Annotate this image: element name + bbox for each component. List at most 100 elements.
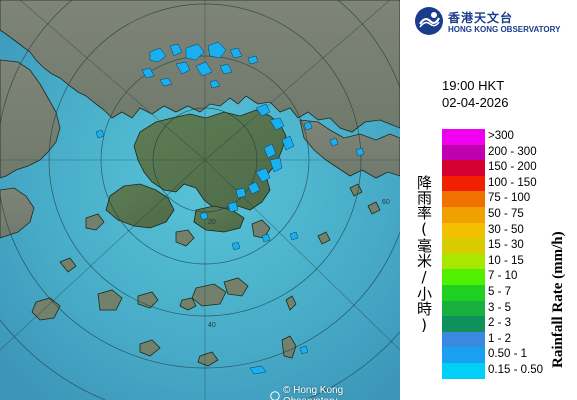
logo-chinese: 香港天文台 <box>448 11 514 25</box>
legend-row: 200 - 300 <box>442 144 562 161</box>
rain-echo <box>255 167 271 183</box>
rain-echo <box>249 365 267 375</box>
island <box>223 277 249 297</box>
rain-echo <box>231 241 241 251</box>
rain-echo <box>227 201 239 213</box>
copyright-icon <box>270 391 280 400</box>
legend-label: 15 - 30 <box>488 239 524 252</box>
rain-echo <box>255 103 271 117</box>
rain-echoes <box>95 41 365 375</box>
legend-label: 3 - 5 <box>488 301 512 314</box>
copyright-text: © Hong Kong Observatory <box>282 385 344 400</box>
rain-echo <box>219 63 233 75</box>
legend-row: 15 - 30 <box>442 238 562 255</box>
rain-echo <box>261 233 271 243</box>
island <box>317 231 331 245</box>
legend-row: 3 - 5 <box>442 300 562 317</box>
rain-echo <box>281 135 295 151</box>
island <box>197 351 219 367</box>
rain-echo <box>303 121 313 131</box>
legend-row: 0.50 - 1 <box>442 347 562 364</box>
legend-swatch <box>442 129 485 145</box>
legend-label: 0.50 - 1 <box>488 348 527 361</box>
legend-swatch <box>442 300 485 317</box>
lantau-island <box>105 183 175 229</box>
legend-label: 5 - 7 <box>488 286 512 298</box>
island <box>31 297 61 321</box>
legend-swatch <box>442 144 485 161</box>
date-label: 02-04-2026 <box>442 95 509 110</box>
legend-label: 200 - 300 <box>488 145 537 158</box>
legend-row: 1 - 2 <box>442 331 562 348</box>
island <box>137 291 159 309</box>
legend-label: 150 - 200 <box>488 161 537 174</box>
islands <box>31 183 381 367</box>
rain-echo <box>195 61 213 77</box>
legend-row: 0.15 - 0.50 <box>442 363 562 379</box>
legend-label: 10 - 15 <box>488 254 524 267</box>
island <box>179 297 197 311</box>
rain-echo <box>169 43 183 57</box>
hko-logo[interactable]: 香港天文台 HONG KONG OBSERVATORY <box>414 6 574 36</box>
legend-title-chinese: 降雨率(毫米/小時) <box>415 175 433 334</box>
legend-swatch <box>442 363 485 379</box>
legend-row: 10 - 15 <box>442 253 562 270</box>
ne-coast <box>299 119 400 179</box>
legend-row: 30 - 50 <box>442 222 562 239</box>
rain-echo <box>247 181 261 195</box>
legend-swatch <box>442 269 485 286</box>
legend-row: 7 - 10 <box>442 269 562 286</box>
rain-echo <box>289 231 299 241</box>
rain-echo <box>159 77 173 87</box>
rain-echo <box>149 47 167 63</box>
range-ring-labels: 20 40 60 <box>208 199 390 329</box>
island <box>97 289 123 311</box>
rain-echo <box>199 211 209 221</box>
hko-emblem-icon <box>415 7 443 35</box>
rain-echo <box>329 137 339 147</box>
legend-swatch <box>442 175 485 192</box>
west-land <box>0 59 61 179</box>
legend-label: 100 - 150 <box>488 176 537 189</box>
legend-row: 75 - 100 <box>442 191 562 208</box>
legend-row: 5 - 7 <box>442 285 562 301</box>
legend-label: 0.15 - 0.50 <box>488 364 543 376</box>
west-land-2 <box>0 187 35 239</box>
legend-label: 2 - 3 <box>488 317 512 330</box>
time-label: 19:00 HKT <box>442 78 505 93</box>
rain-echo <box>141 67 155 79</box>
legend-label: >300 <box>488 130 514 142</box>
island <box>281 335 297 359</box>
copyright-notice: © Hong Kong Observatory <box>270 385 400 400</box>
radar-map[interactable]: 20 40 60 <box>0 0 400 400</box>
legend-row: 150 - 200 <box>442 160 562 177</box>
rain-echo <box>235 187 247 199</box>
legend-row: >300 <box>442 129 562 145</box>
radar-map-canvas: 20 40 60 <box>0 0 400 400</box>
legend-label: 1 - 2 <box>488 332 512 345</box>
rain-echo <box>355 147 365 157</box>
legend-label: 75 - 100 <box>488 192 531 205</box>
legend-swatch <box>442 191 485 208</box>
range-ring-label: 60 <box>382 199 390 206</box>
rain-echo <box>269 157 283 173</box>
rain-echo <box>263 143 277 159</box>
legend-label: 30 - 50 <box>488 223 524 236</box>
legend-label: 50 - 75 <box>488 208 524 220</box>
logo-english: HONG KONG OBSERVATORY <box>448 25 561 34</box>
legend-swatch <box>442 207 485 223</box>
island <box>251 219 271 239</box>
legend-label: 7 - 10 <box>488 270 518 283</box>
range-ring-label: 40 <box>208 322 216 329</box>
rain-echo <box>95 129 105 139</box>
island <box>139 339 161 357</box>
legend-row: 2 - 3 <box>442 316 562 333</box>
island <box>59 257 77 273</box>
rain-echo <box>229 47 243 59</box>
rain-echo <box>269 117 285 131</box>
legend-row: 50 - 75 <box>442 207 562 223</box>
legend-swatch <box>442 347 485 364</box>
island <box>85 213 105 231</box>
rain-echo <box>247 55 259 65</box>
rain-echo <box>209 79 221 89</box>
